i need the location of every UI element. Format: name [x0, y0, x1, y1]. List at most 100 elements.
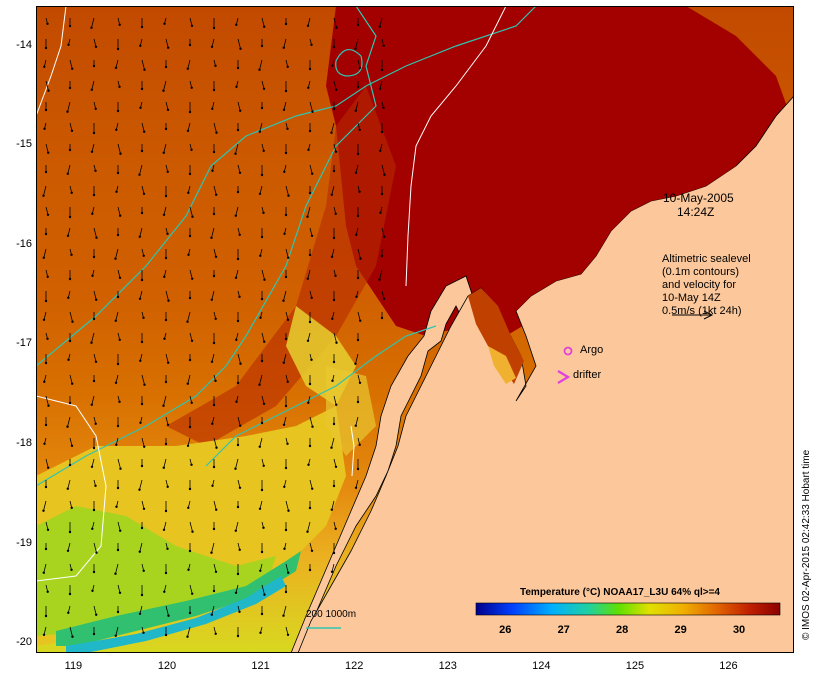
altimetry-line-2: (0.1m contours) — [662, 266, 740, 278]
velocity-arrow — [355, 164, 359, 173]
velocity-arrow-head — [44, 485, 48, 489]
velocity-arrow-head — [212, 527, 216, 531]
velocity-arrow-head — [164, 633, 168, 637]
velocity-arrow — [115, 59, 119, 68]
velocity-arrow-head — [283, 170, 286, 173]
velocity-arrow-head — [211, 107, 214, 111]
velocity-arrow-head — [210, 360, 214, 363]
velocity-arrow-head — [286, 127, 289, 130]
y-tick-label: -19 — [16, 536, 32, 549]
velocity-arrow-head — [42, 571, 45, 574]
velocity-arrow — [189, 206, 193, 217]
velocity-arrow — [355, 353, 359, 364]
velocity-arrow-head — [42, 194, 45, 197]
velocity-arrow-head — [236, 257, 240, 261]
velocity-arrow-head — [43, 442, 46, 445]
y-tick-label: -15 — [16, 138, 32, 151]
velocity-arrow-head — [234, 529, 237, 532]
velocity-arrow-head — [238, 610, 241, 613]
velocity-arrow — [43, 500, 47, 511]
y-tick-label: -20 — [16, 636, 32, 649]
velocity-arrow-head — [162, 151, 165, 154]
velocity-arrow — [67, 542, 71, 551]
velocity-arrow-head — [116, 233, 120, 237]
velocity-arrow-head — [94, 169, 97, 172]
velocity-arrow-head — [211, 169, 214, 172]
velocity-arrow — [357, 374, 361, 383]
velocity-arrow-head — [163, 337, 166, 340]
velocity-arrow — [307, 521, 311, 532]
velocity-arrow-head — [70, 444, 74, 447]
velocity-arrow-head — [190, 148, 193, 151]
velocity-arrow-head — [259, 631, 262, 634]
velocity-arrow-head — [306, 339, 310, 342]
velocity-arrow-head — [188, 172, 192, 176]
velocity-arrow — [69, 311, 73, 322]
velocity-arrow-head — [359, 257, 362, 260]
date-line-2: 14:24Z — [677, 205, 715, 219]
velocity-arrow-head — [66, 172, 69, 175]
y-tick-label: -17 — [16, 337, 32, 350]
velocity-arrow-head — [358, 443, 361, 446]
velocity-arrow-head — [92, 632, 96, 636]
velocity-arrow — [187, 59, 191, 69]
king-sound-water — [468, 288, 524, 384]
velocity-arrow-head — [258, 383, 261, 386]
velocity-arrow — [333, 80, 337, 90]
velocity-arrow — [331, 500, 335, 510]
velocity-arrow — [333, 332, 337, 343]
velocity-arrow — [331, 437, 335, 448]
velocity-arrow-head — [260, 488, 264, 492]
velocity-arrow-head — [94, 484, 97, 487]
sealevel-contour-1 — [36, 6, 67, 117]
velocity-arrow — [115, 311, 119, 321]
velocity-arrow — [93, 38, 97, 47]
velocity-arrow-head — [119, 529, 122, 532]
velocity-arrow-head — [162, 213, 166, 216]
velocity-arrow-head — [162, 404, 165, 407]
velocity-arrow-head — [143, 130, 146, 133]
velocity-arrow-head — [163, 22, 166, 25]
velocity-arrow-head — [380, 68, 384, 72]
contour-1000m — [36, 6, 377, 487]
velocity-arrow — [355, 101, 359, 111]
velocity-arrow-head — [380, 192, 384, 196]
colorbar-tick-label: 28 — [616, 624, 629, 636]
contour-200m — [36, 6, 537, 367]
velocity-arrow — [381, 290, 385, 299]
velocity-arrow-head — [210, 45, 214, 48]
velocity-arrow — [285, 311, 289, 320]
velocity-arrow-head — [143, 445, 146, 448]
velocity-arrow-head — [46, 337, 49, 340]
velocity-arrow-head — [356, 338, 360, 342]
velocity-arrow-head — [215, 446, 218, 449]
velocity-arrow-head — [235, 338, 238, 341]
velocity-arrow-head — [287, 509, 290, 512]
velocity-arrow-head — [66, 110, 69, 113]
velocity-arrow-head — [94, 360, 98, 363]
velocity-arrow-head — [163, 590, 166, 593]
altimetry-line-3: and velocity for — [662, 279, 736, 291]
velocity-arrow-head — [334, 527, 337, 530]
velocity-arrow-head — [332, 45, 336, 49]
velocity-arrow-head — [236, 505, 240, 509]
velocity-arrow — [381, 164, 385, 175]
velocity-arrow-head — [42, 509, 45, 512]
velocity-arrow-head — [330, 446, 333, 449]
velocity-arrow — [45, 80, 49, 91]
velocity-arrow-head — [116, 295, 120, 299]
velocity-arrow-head — [287, 256, 290, 259]
velocity-arrow-head — [236, 128, 240, 132]
velocity-arrow-head — [239, 47, 242, 50]
velocity-arrow-head — [286, 442, 289, 445]
velocity-arrow-head — [44, 46, 48, 50]
velocity-arrow-head — [91, 527, 94, 530]
velocity-arrow-head — [43, 65, 46, 68]
velocity-arrow-head — [44, 232, 48, 236]
velocity-arrow-head — [358, 381, 362, 384]
velocity-arrow-head — [143, 383, 146, 386]
velocity-arrow-head — [138, 612, 142, 615]
velocity-arrow-head — [382, 44, 385, 47]
velocity-arrow-head — [188, 549, 192, 553]
velocity-arrow-head — [214, 317, 217, 320]
